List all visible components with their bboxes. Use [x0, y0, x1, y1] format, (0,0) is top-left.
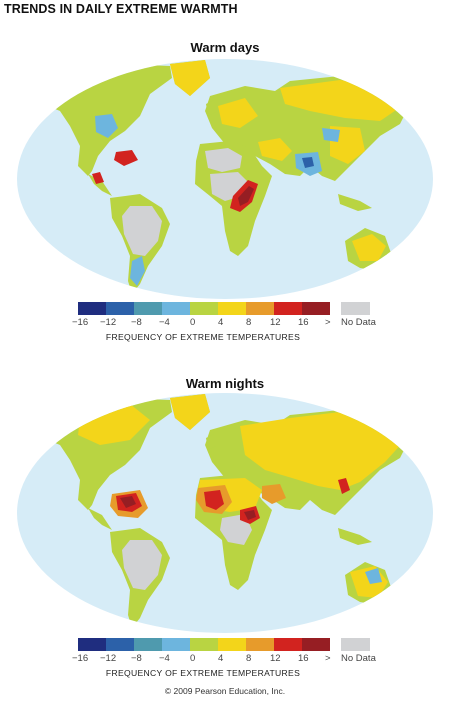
legend-no-data-label: No Data: [341, 653, 376, 664]
australia-warm: [352, 234, 386, 261]
patagonia-cool: [130, 256, 145, 286]
legend-tick: −8: [131, 653, 142, 664]
middle-east-warm: [258, 138, 292, 161]
legend-swatch: [218, 302, 246, 315]
legend-swatch: [302, 638, 330, 651]
legend-tick: 12: [270, 653, 281, 664]
map-title-warm-days: Warm days: [190, 40, 260, 55]
legend-no-data-label: No Data: [341, 317, 376, 328]
legend-swatch: [302, 302, 330, 315]
legend-swatch: [274, 302, 302, 315]
legend-swatch: [246, 302, 274, 315]
legend-tick: 0: [190, 317, 196, 328]
legend-tick: 4: [218, 653, 224, 664]
legend-no-data-swatch: [341, 302, 370, 315]
legend-swatch: [134, 638, 162, 651]
legend-swatch: [106, 302, 134, 315]
legend-tick: >: [325, 317, 331, 328]
central-africa-no-data: [220, 514, 252, 545]
legend-tick: −8: [131, 317, 142, 328]
legend-no-data-swatch: [341, 638, 370, 651]
legend-swatch: [246, 638, 274, 651]
legend-warm-days: −16 −12 −8 −4 0 4 8 12 16 > No Data FREQ…: [0, 302, 450, 348]
copyright: © 2009 Pearson Education, Inc.: [164, 686, 286, 696]
legend-swatch: [190, 638, 218, 651]
south-america-no-data: [122, 540, 162, 590]
map-warm-days: [17, 59, 433, 299]
legend-tick: 8: [246, 317, 252, 328]
map-warm-nights: [17, 393, 433, 633]
legend-tick: −16: [72, 317, 89, 328]
legend-swatch: [134, 302, 162, 315]
us-cool: [95, 114, 118, 138]
legend-tick: 16: [298, 317, 309, 328]
greenland: [170, 394, 210, 430]
south-america-no-data: [122, 206, 162, 256]
page-title: TRENDS IN DAILY EXTREME WARMTH: [4, 2, 238, 16]
sahara-no-data: [205, 148, 242, 172]
amazon-hottest: [120, 496, 136, 508]
east-africa-hottest: [238, 186, 254, 206]
colombia-hot: [114, 150, 138, 166]
legend-tick: 16: [298, 653, 309, 664]
east-africa-hottest: [244, 510, 256, 520]
legend-swatch: [162, 302, 190, 315]
legend-tick: −16: [72, 653, 89, 664]
legend-swatch: [274, 638, 302, 651]
india-cold: [302, 157, 314, 168]
europe-warm: [218, 98, 258, 128]
legend-tick: 4: [218, 317, 224, 328]
legend-tick: −12: [100, 653, 117, 664]
arabia-orange: [262, 484, 286, 504]
legend-tick: −4: [159, 653, 170, 664]
australia-cool: [365, 568, 382, 584]
legend-tick: −12: [100, 317, 117, 328]
legend-tick: −4: [159, 317, 170, 328]
legend-swatch: [162, 638, 190, 651]
legend-warm-nights: −16 −12 −8 −4 0 4 8 12 16 > No Data FREQ…: [0, 638, 450, 684]
legend-tick: >: [325, 653, 331, 664]
legend-tick: 8: [246, 653, 252, 664]
legend-swatch: [78, 302, 106, 315]
legend-swatch: [78, 638, 106, 651]
map-title-warm-nights: Warm nights: [185, 376, 265, 391]
legend-swatch: [106, 638, 134, 651]
greenland: [170, 60, 210, 96]
tibet-cool: [322, 128, 340, 142]
legend-tick: 12: [270, 317, 281, 328]
legend-caption: FREQUENCY OF EXTREME TEMPERATURES: [105, 332, 301, 342]
west-africa-hot: [204, 490, 224, 510]
legend-swatch: [190, 302, 218, 315]
legend-swatch: [218, 638, 246, 651]
legend-caption: FREQUENCY OF EXTREME TEMPERATURES: [105, 668, 301, 678]
central-america-hot: [92, 172, 104, 184]
legend-tick: 0: [190, 653, 196, 664]
eurasia-warm: [240, 412, 405, 490]
se-asia-hot: [338, 478, 350, 494]
